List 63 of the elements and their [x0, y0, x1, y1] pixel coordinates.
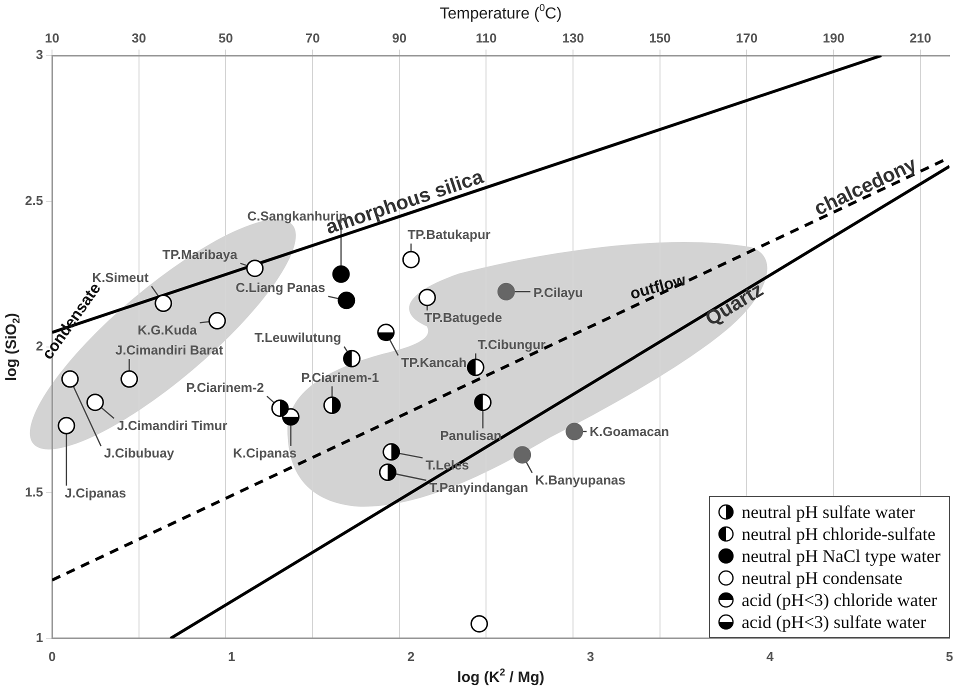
legend-label: acid (pH<3) chloride water	[742, 589, 938, 612]
point	[154, 294, 172, 312]
annotation: K.Banyupanas	[535, 472, 626, 488]
point	[338, 292, 356, 310]
x2-tick-label: 10	[44, 30, 60, 46]
x-tick-label: 5	[946, 648, 954, 664]
annotation: P.Cilayu	[533, 285, 584, 300]
annotation: TP.Batugede	[424, 310, 502, 326]
x2-tick-label: 130	[562, 30, 584, 46]
point	[61, 370, 79, 388]
x2-tick-label: 50	[218, 30, 233, 46]
legend-label: neutral pH sulfate water	[742, 501, 915, 524]
annotation: TP.Kancah	[401, 355, 467, 370]
annotation: J.Cimandiri Barat	[115, 342, 224, 358]
x2-tick-label: 150	[649, 30, 671, 46]
point	[120, 370, 138, 388]
annotation: K.Goamacan	[590, 424, 670, 440]
annotation: J.Cipanas	[64, 485, 126, 500]
y-tick-label: 1	[36, 630, 44, 645]
annotation: T.Panyindangan	[429, 480, 528, 495]
y-tick-label: 2	[36, 338, 44, 354]
legend-label: neutral pH condensate	[742, 567, 902, 590]
annotation: K.Simeut	[92, 270, 150, 285]
x-tick-label: 0	[48, 648, 56, 664]
x2-tick-label: 110	[476, 30, 497, 46]
point	[418, 288, 436, 306]
annotation: K.Cipanas	[233, 446, 297, 461]
legend-label: neutral pH NaCl type water	[742, 545, 940, 568]
point	[246, 260, 264, 278]
point	[208, 312, 226, 330]
annotation: T.Cibungur	[478, 336, 546, 352]
y-tick-label: 3	[36, 47, 44, 62]
point	[514, 446, 532, 464]
legend-label: acid (pH<3) sulfate water	[742, 611, 926, 634]
x-tick-label: 4	[766, 648, 774, 664]
point	[332, 265, 350, 283]
annotation: outflow	[628, 272, 688, 304]
x2-tick-label: 170	[736, 30, 758, 46]
point	[58, 416, 76, 434]
annotation: Panulisan	[440, 428, 502, 443]
annotation: J.Cibubuay	[104, 446, 175, 461]
y-axis-title: log (SiO2)	[3, 312, 22, 382]
x-tick-label: 3	[586, 648, 594, 664]
annotation: P.Ciarinem-1	[301, 370, 379, 385]
x-tick-label: 2	[407, 648, 415, 664]
x2-tick-label: 190	[822, 30, 844, 46]
x2-tick-label: 90	[392, 30, 407, 46]
point	[566, 422, 584, 440]
annotation: C.Liang Panas	[236, 280, 326, 295]
x-tick-label: 1	[228, 648, 236, 664]
annotation: J.Cimandiri Timur	[117, 418, 228, 433]
x2-tick-label: 210	[910, 30, 932, 46]
y-tick-label: 1.5	[24, 484, 44, 500]
annotation: TP.Maribaya	[162, 246, 238, 262]
annotation: P.Ciarinem-2	[186, 380, 264, 395]
legend-label: neutral pH chloride-sulfate	[742, 523, 936, 546]
point	[497, 282, 515, 300]
x2-tick-label: 70	[305, 30, 320, 46]
annotation: K.G.Kuda	[138, 322, 198, 338]
y-tick-label: 2.5	[24, 192, 44, 208]
annotation: T.Leuwilutung	[254, 330, 342, 346]
x2-tick-label: 30	[132, 30, 146, 46]
point	[86, 394, 104, 412]
